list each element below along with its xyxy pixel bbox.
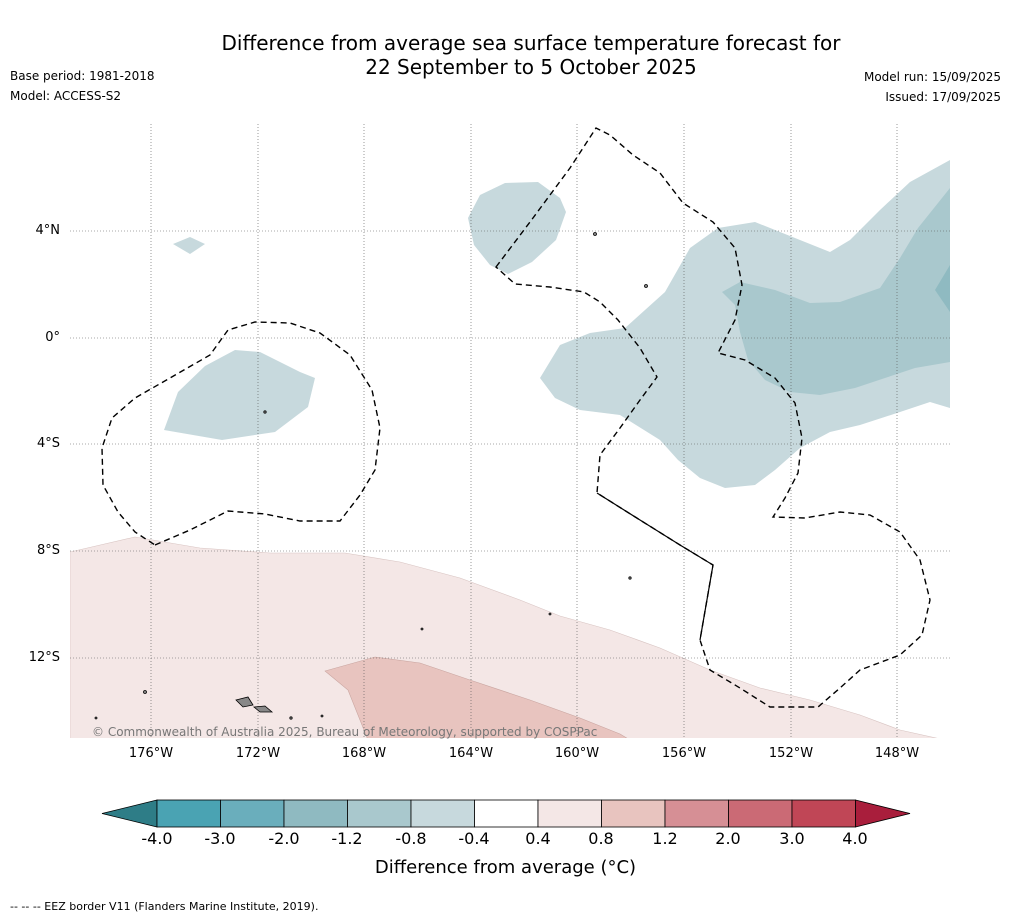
colorbar-tick-9: 2.0 bbox=[715, 829, 741, 848]
colorbar-tick-8: 1.2 bbox=[652, 829, 678, 848]
lon-label-156w: 156°W bbox=[661, 746, 707, 761]
colorbar-tick-11: 4.0 bbox=[842, 829, 868, 848]
colorbar-tick-6: 0.4 bbox=[525, 829, 551, 848]
cool-anomaly-medium bbox=[722, 188, 950, 395]
issued-date: Issued: 17/09/2025 bbox=[885, 90, 1001, 104]
colorbar-extend-low bbox=[101, 799, 158, 828]
title-line-2: 22 September to 5 October 2025 bbox=[365, 55, 697, 79]
lon-label-176w: 176°W bbox=[128, 746, 174, 761]
colorbar-tick-1: -3.0 bbox=[204, 829, 236, 848]
model-run: Model run: 15/09/2025 bbox=[863, 70, 1001, 84]
colorbar-segment bbox=[664, 799, 729, 828]
lon-label-148w: 148°W bbox=[874, 746, 920, 761]
map-title: Difference from average sea surface temp… bbox=[0, 31, 1011, 79]
colorbar-tick-10: 3.0 bbox=[779, 829, 805, 848]
lon-label-168w: 168°W bbox=[341, 746, 387, 761]
title-line-1: Difference from average sea surface temp… bbox=[221, 31, 841, 55]
colorbar-segment bbox=[410, 799, 475, 828]
island-savaii bbox=[235, 696, 254, 708]
colorbar-segment bbox=[283, 799, 348, 828]
eez-borders bbox=[101, 127, 931, 708]
colorbar-segment bbox=[601, 799, 666, 828]
colorbar-segment bbox=[537, 799, 602, 828]
cool-anomaly-north bbox=[468, 182, 566, 274]
lat-label-12s: 12°S bbox=[28, 650, 60, 665]
eez-kiribati-phoenix bbox=[495, 127, 931, 708]
colorbar-segment bbox=[728, 799, 793, 828]
lon-label-164w: 164°W bbox=[448, 746, 494, 761]
eez-legend-note: -- -- -- EEZ border V11 (Flanders Marine… bbox=[10, 900, 319, 913]
colorbar-segment bbox=[347, 799, 412, 828]
colorbar bbox=[101, 799, 911, 828]
lon-label-172w: 172°W bbox=[235, 746, 281, 761]
cool-anomaly-west bbox=[164, 350, 315, 440]
colorbar-segment bbox=[474, 799, 539, 828]
colorbar-segment bbox=[220, 799, 285, 828]
island-upolu bbox=[253, 705, 274, 713]
colorbar-tick-2: -2.0 bbox=[268, 829, 300, 848]
colorbar-tick-5: -0.4 bbox=[458, 829, 490, 848]
colorbar-segment bbox=[791, 799, 856, 828]
base-period: Base period: 1981-2018 bbox=[10, 69, 155, 83]
lat-label-8s: 8°S bbox=[36, 543, 60, 558]
colorbar-tick-4: -0.8 bbox=[395, 829, 427, 848]
warm-anomaly-medium bbox=[324, 656, 628, 738]
warm-anomaly-light bbox=[70, 536, 938, 738]
eez-tokelau bbox=[101, 321, 381, 546]
islands bbox=[94, 232, 648, 720]
graticule bbox=[70, 124, 950, 738]
lat-label-0: 0° bbox=[45, 330, 60, 345]
meta-left: Base period: 1981-2018 Model: ACCESS-S2 bbox=[10, 69, 155, 109]
lat-label-4n: 4°N bbox=[35, 223, 61, 238]
colorbar-tick-0: -4.0 bbox=[141, 829, 173, 848]
lon-label-152w: 152°W bbox=[768, 746, 814, 761]
maritime-boundary-solid bbox=[596, 492, 714, 641]
lat-label-4s: 4°S bbox=[36, 436, 60, 451]
meta-right: Model run: 15/09/2025 Issued: 17/09/2025 bbox=[864, 70, 1001, 110]
lon-label-160w: 160°W bbox=[554, 746, 600, 761]
cool-anomaly-small bbox=[173, 237, 205, 254]
colorbar-tick-3: -1.2 bbox=[331, 829, 363, 848]
cool-anomaly-strong bbox=[935, 265, 950, 312]
map-area bbox=[70, 124, 950, 738]
colorbar-tick-7: 0.8 bbox=[588, 829, 614, 848]
colorbar-title: Difference from average (°C) bbox=[374, 857, 637, 878]
colorbar-extend-high bbox=[855, 799, 911, 828]
model-name: Model: ACCESS-S2 bbox=[10, 89, 122, 103]
copyright-notice: © Commonwealth of Australia 2025, Bureau… bbox=[92, 725, 598, 739]
colorbar-segment bbox=[156, 799, 221, 828]
